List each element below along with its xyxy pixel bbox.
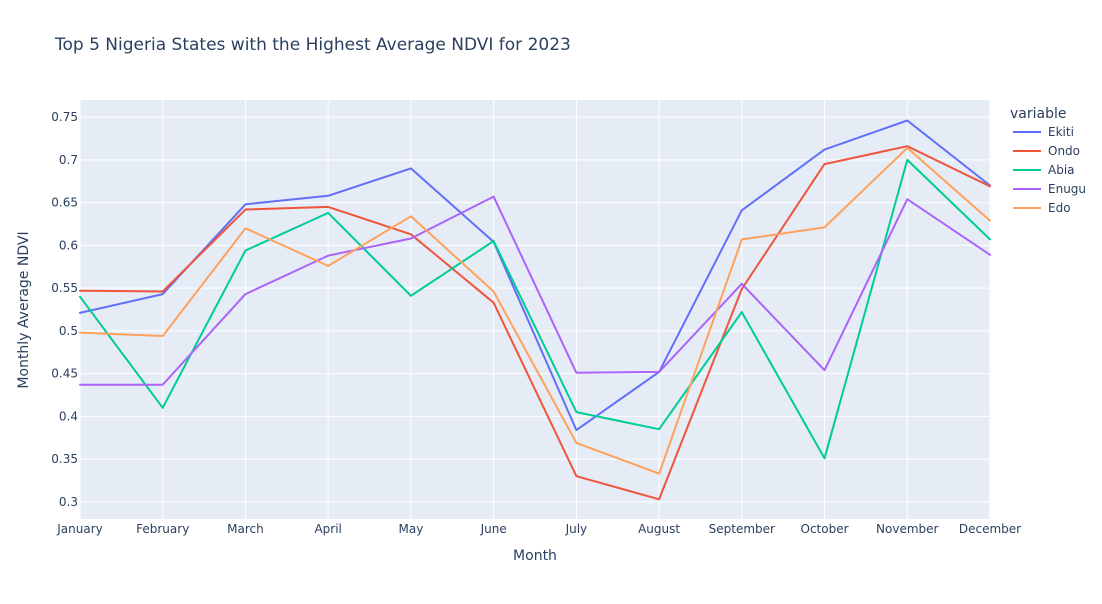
legend-item-edo[interactable]: Edo bbox=[1013, 201, 1071, 215]
legend-label: Ekiti bbox=[1048, 125, 1074, 139]
y-tick-labels: 0.3 0.35 0.4 0.45 0.5 0.55 0.6 0.65 0.7 0.75 bbox=[51, 110, 78, 509]
x-tick-label: September bbox=[709, 522, 775, 536]
legend-title: variable bbox=[1010, 106, 1066, 122]
x-tick-labels: January February March April May June July Augu… bbox=[56, 522, 1021, 536]
y-tick-label: 0.35 bbox=[51, 452, 78, 466]
legend-label: Edo bbox=[1048, 201, 1071, 215]
y-tick-label: 0.6 bbox=[59, 238, 78, 252]
x-tick-label: October bbox=[801, 522, 849, 536]
legend-item-ondo[interactable]: Ondo bbox=[1013, 144, 1080, 158]
x-tick-label: July bbox=[565, 522, 588, 536]
series-line-abia[interactable] bbox=[79, 158, 991, 460]
x-tick-label: December bbox=[959, 522, 1021, 536]
x-axis-title: Month bbox=[513, 548, 557, 564]
series-lines bbox=[79, 119, 991, 501]
series-line-edo[interactable] bbox=[79, 146, 991, 475]
legend-item-abia[interactable]: Abia bbox=[1013, 163, 1075, 177]
legend-label: Abia bbox=[1048, 163, 1075, 177]
y-tick-label: 0.65 bbox=[51, 196, 78, 210]
x-tick-label: March bbox=[227, 522, 264, 536]
y-tick-label: 0.5 bbox=[59, 324, 78, 338]
x-tick-label: January bbox=[56, 522, 103, 536]
y-tick-label: 0.7 bbox=[59, 153, 78, 167]
y-tick-label: 0.45 bbox=[51, 367, 78, 381]
legend-item-enugu[interactable]: Enugu bbox=[1013, 182, 1086, 196]
x-tick-label: November bbox=[876, 522, 938, 536]
series-line-ondo[interactable] bbox=[79, 145, 991, 501]
gridlines bbox=[79, 100, 991, 519]
legend-items: Ekiti Ondo Abia Enugu Edo bbox=[1013, 125, 1086, 215]
y-tick-label: 0.4 bbox=[59, 409, 78, 423]
series-line-ekiti[interactable] bbox=[79, 119, 991, 432]
x-tick-label: June bbox=[480, 522, 507, 536]
legend[interactable]: variable Ekiti Ondo Abia Enugu Edo bbox=[1010, 106, 1086, 215]
chart-title: Top 5 Nigeria States with the Highest Av… bbox=[54, 35, 571, 55]
series-line-enugu[interactable] bbox=[79, 195, 991, 386]
y-tick-label: 0.75 bbox=[51, 110, 78, 124]
legend-label: Ondo bbox=[1048, 144, 1080, 158]
x-tick-label: May bbox=[399, 522, 424, 536]
legend-label: Enugu bbox=[1048, 182, 1086, 196]
y-axis-title: Monthly Average NDVI bbox=[16, 231, 32, 388]
x-tick-label: April bbox=[314, 522, 341, 536]
x-tick-label: August bbox=[638, 522, 680, 536]
x-tick-label: February bbox=[136, 522, 189, 536]
legend-item-ekiti[interactable]: Ekiti bbox=[1013, 125, 1074, 139]
y-tick-label: 0.55 bbox=[51, 281, 78, 295]
y-tick-label: 0.3 bbox=[59, 495, 78, 509]
